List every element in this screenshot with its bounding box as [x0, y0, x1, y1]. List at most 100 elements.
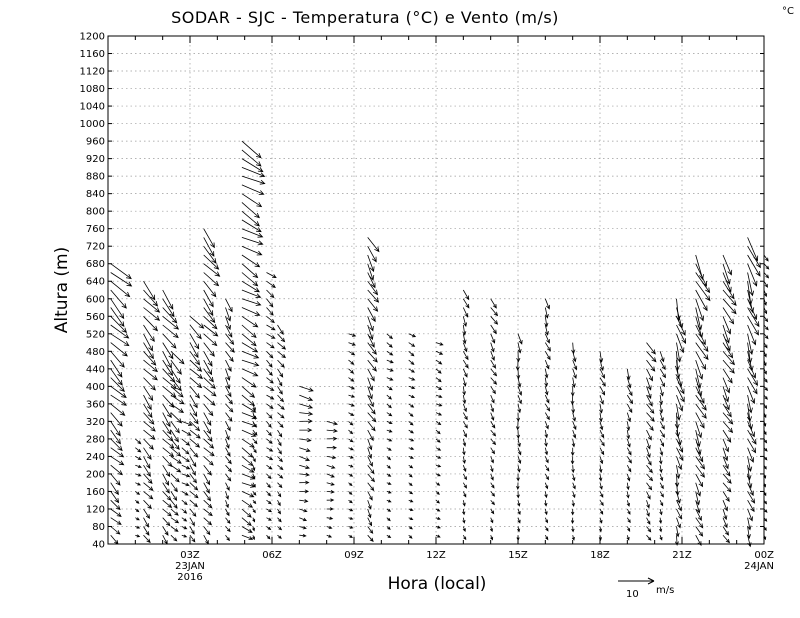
wind-vector — [646, 351, 657, 363]
wind-vector — [348, 412, 355, 416]
wind-vector — [747, 499, 755, 513]
wind-vector — [348, 394, 356, 398]
wind-vector — [367, 342, 377, 355]
wind-vector — [135, 499, 140, 504]
wind-vector — [763, 316, 769, 323]
wind-vector — [435, 429, 441, 435]
wind-vector — [299, 525, 307, 530]
wind-vector — [162, 394, 175, 408]
wind-vector — [746, 526, 751, 540]
y-tick-label: 520 — [86, 329, 105, 340]
wind-vector — [489, 526, 493, 533]
wind-vector — [181, 534, 188, 538]
wind-vector — [241, 368, 259, 377]
wind-vector — [203, 429, 213, 442]
wind-vector — [241, 394, 256, 407]
wind-vector — [367, 254, 375, 273]
wind-vector — [695, 272, 711, 294]
wind-vector — [490, 465, 494, 473]
wind-vector — [203, 289, 214, 308]
wind-vector — [326, 428, 338, 433]
vector-column — [515, 333, 523, 542]
y-tick-label: 1040 — [80, 102, 105, 113]
wind-vector — [386, 534, 392, 538]
wind-vector — [490, 412, 495, 421]
wind-vector — [266, 464, 273, 470]
wind-vector — [348, 342, 356, 346]
wind-vector — [722, 412, 734, 425]
wind-vector — [299, 418, 313, 424]
wind-vector — [386, 429, 393, 433]
wind-vector — [626, 377, 632, 389]
x-tick-date: 24JAN — [744, 561, 774, 572]
wind-vector — [747, 386, 756, 405]
wind-vector — [203, 333, 218, 347]
wind-vector — [386, 368, 394, 372]
wind-vector — [659, 377, 665, 388]
wind-vector — [544, 351, 551, 361]
wind-vector — [241, 237, 264, 246]
wind-vector — [170, 473, 180, 483]
wind-vector — [225, 482, 230, 491]
wind-vector — [544, 482, 549, 490]
wind-vector — [162, 421, 172, 435]
wind-vector — [435, 516, 441, 520]
wind-vector — [203, 491, 212, 502]
wind-vector — [674, 412, 680, 430]
wind-vector — [435, 394, 443, 398]
wind-vector — [435, 482, 441, 486]
wind-vector — [722, 298, 737, 315]
y-axis-label: Altura (m) — [52, 247, 72, 333]
wind-vector — [490, 447, 495, 455]
wind-vector — [299, 437, 312, 443]
wind-vector — [110, 316, 128, 334]
wind-vector — [110, 298, 125, 320]
wind-vector — [722, 394, 730, 411]
wind-vector — [348, 368, 355, 374]
wind-vector — [462, 359, 469, 369]
y-tick-label: 200 — [86, 469, 105, 480]
wind-vector — [572, 359, 578, 371]
wind-vector — [189, 351, 201, 366]
wind-vector — [189, 359, 203, 372]
wind-vector — [695, 280, 711, 302]
wind-vector — [326, 482, 335, 486]
wind-vector — [326, 525, 333, 529]
wind-vector — [626, 386, 633, 397]
wind-vector — [367, 263, 375, 281]
wind-vector — [348, 421, 354, 426]
wind-vector — [626, 403, 633, 414]
wind-vector — [170, 421, 180, 434]
x-tick-label: 00Z — [754, 550, 774, 561]
wind-vector — [462, 307, 469, 318]
wind-vector — [747, 281, 753, 306]
wind-vector — [659, 491, 664, 498]
wind-vector — [367, 351, 378, 363]
wind-vector — [203, 280, 217, 298]
y-tick-label: 80 — [92, 522, 105, 533]
wind-vector — [241, 289, 262, 299]
reference-arrowhead — [647, 577, 655, 585]
wind-vector — [386, 526, 391, 530]
wind-vector — [722, 307, 735, 325]
wind-vector — [626, 517, 631, 524]
wind-vector — [626, 465, 632, 473]
wind-vector — [241, 307, 261, 316]
wind-vector — [203, 517, 213, 526]
wind-vector — [170, 482, 178, 493]
wind-vector — [241, 263, 259, 279]
wind-vector — [646, 508, 650, 517]
wind-vector — [110, 438, 123, 452]
wind-vector — [299, 533, 307, 538]
wind-vector — [170, 377, 182, 392]
wind-vector — [599, 438, 605, 447]
wind-vector — [203, 263, 221, 277]
wind-vector — [599, 368, 605, 379]
wind-vector — [266, 482, 271, 489]
wind-vector — [266, 412, 273, 419]
wind-vector — [266, 385, 275, 391]
wind-vector — [162, 491, 172, 501]
wind-vector — [435, 412, 443, 416]
wind-vector — [170, 438, 180, 451]
wind-vector — [266, 526, 272, 531]
